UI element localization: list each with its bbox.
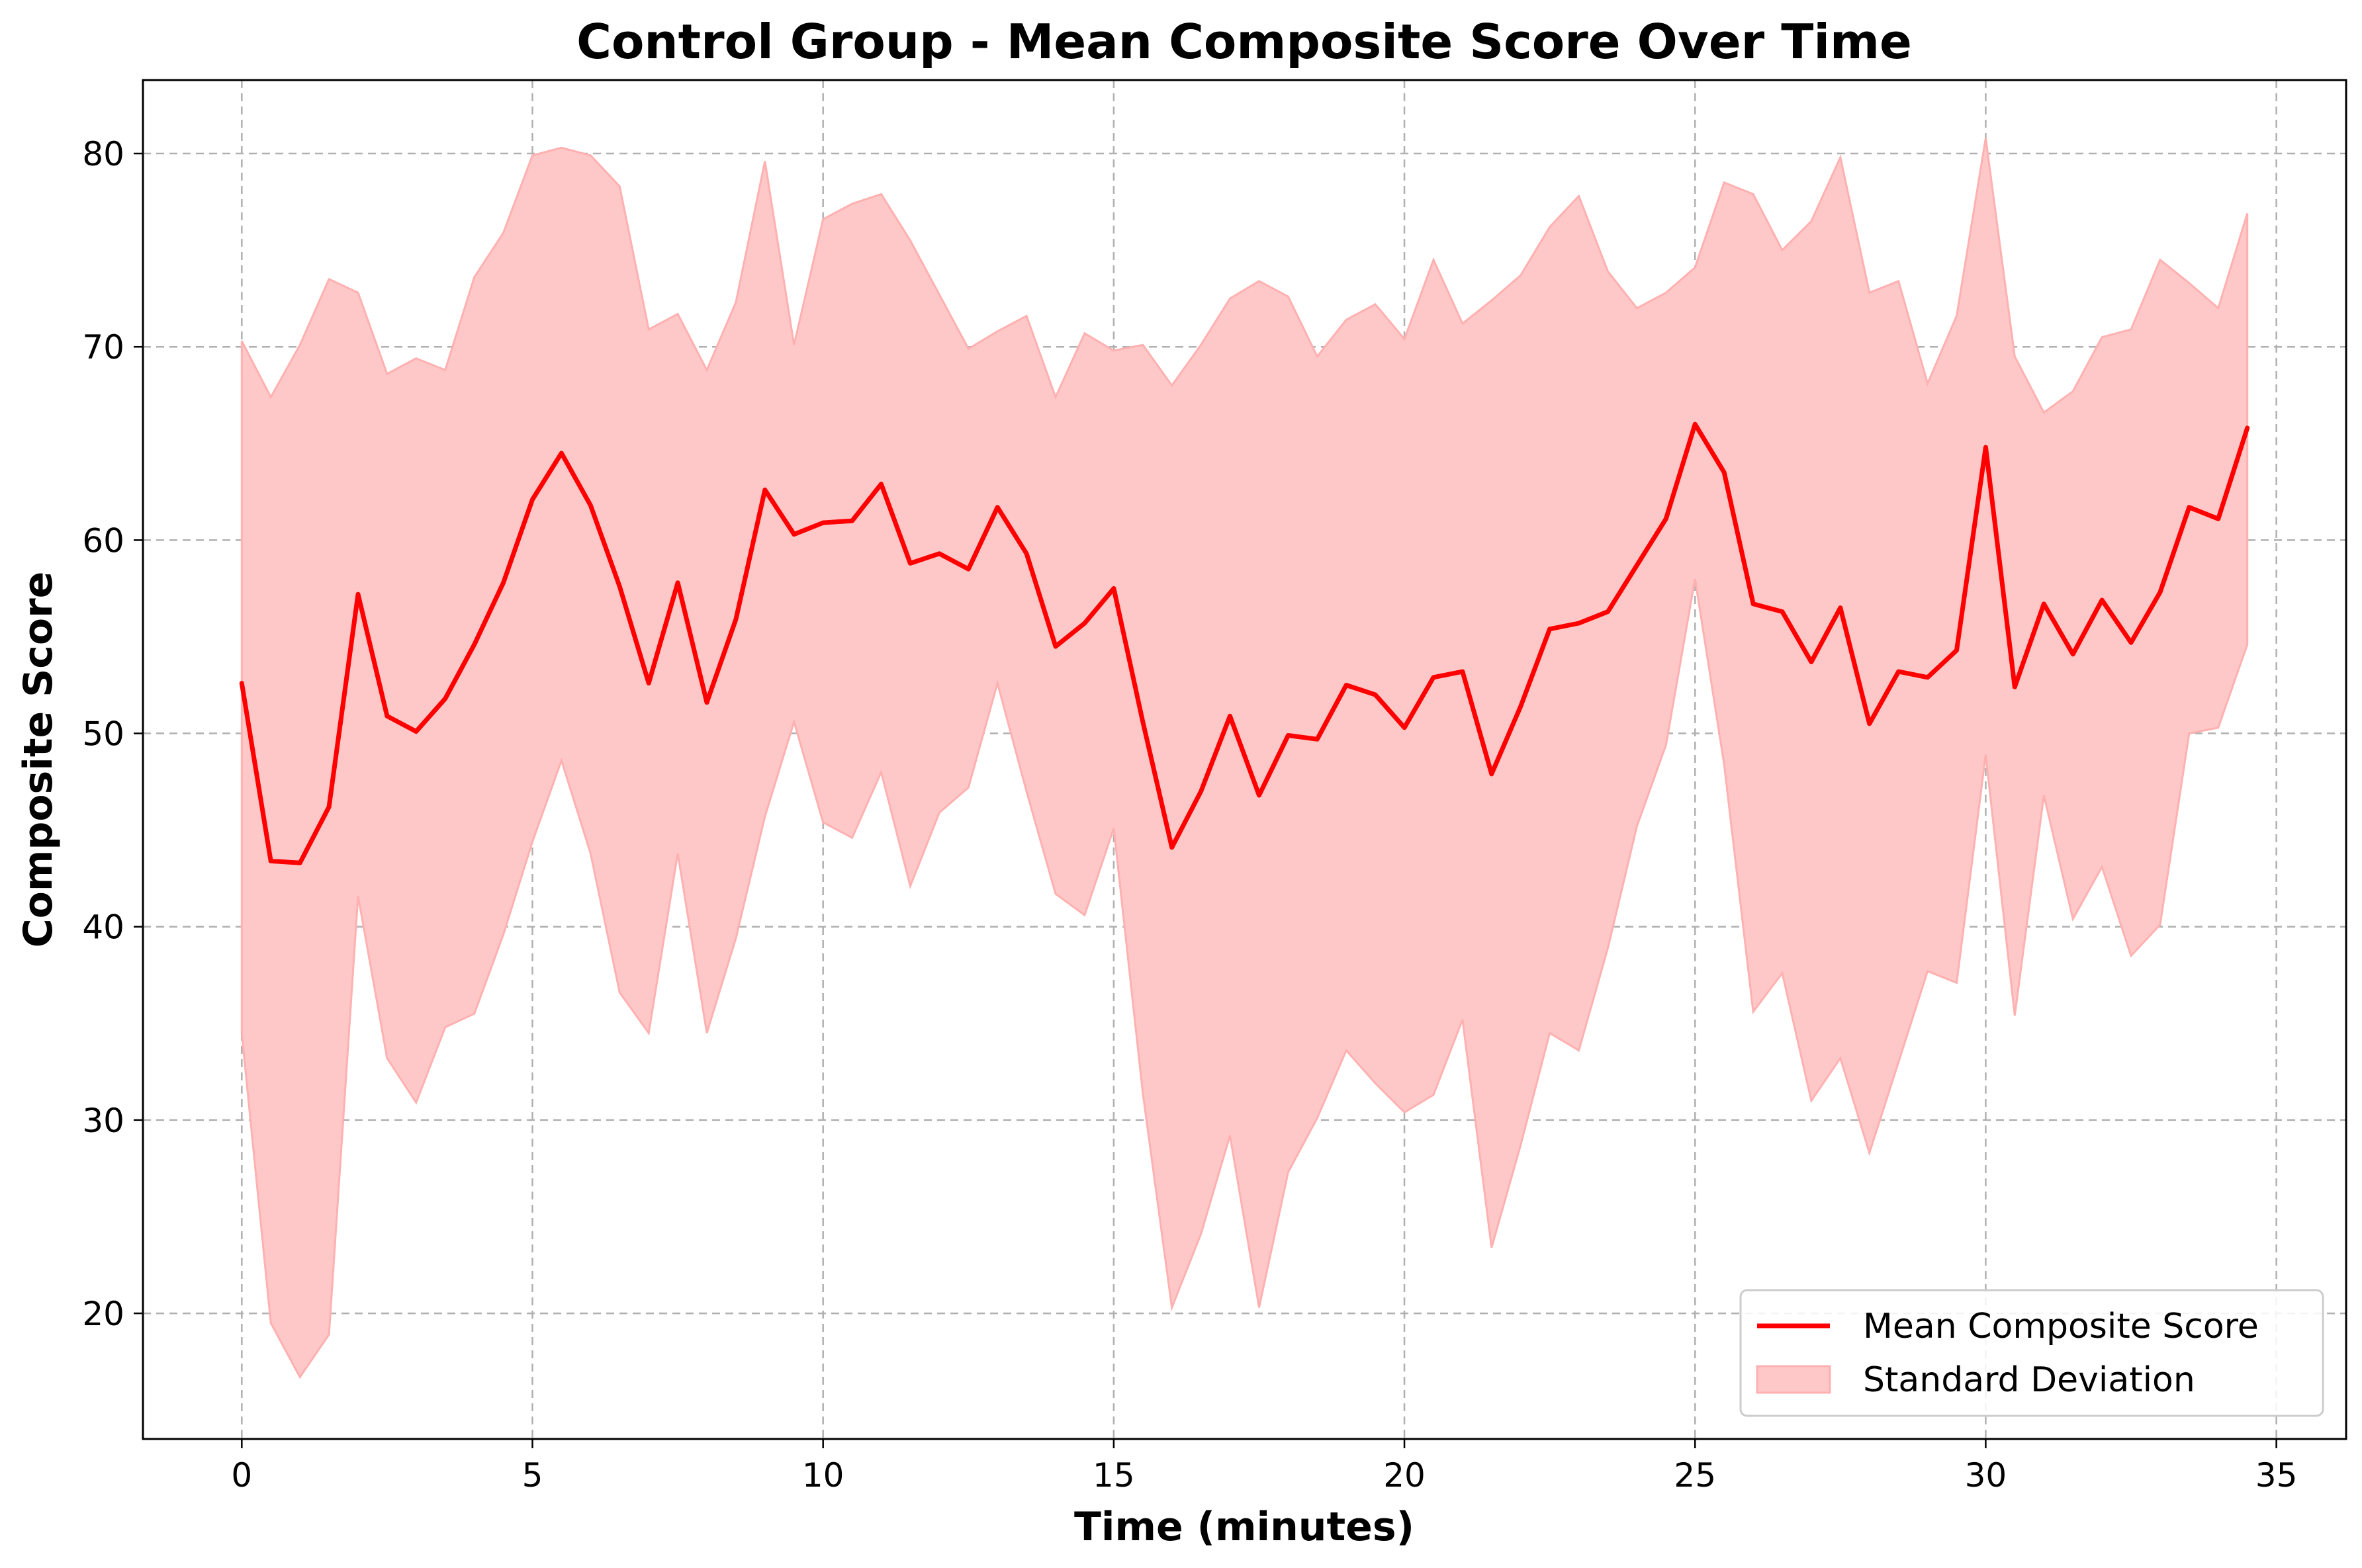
legend-std-band-swatch [1756,1365,1831,1394]
y-tick-label: 50 [82,715,124,754]
x-axis-ticks: 0 5 10 15 20 25 30 35 [231,1439,2297,1495]
x-tick-label: 10 [802,1456,844,1495]
mean-line-layer [239,421,2250,865]
x-tick-label: 15 [1093,1456,1135,1495]
y-tick-label: 20 [82,1295,124,1333]
y-tick-label: 80 [82,135,124,173]
plot-frame [142,79,2347,1440]
x-axis-label: Time (minutes) [1074,1504,1414,1550]
y-tick-label: 30 [82,1102,124,1140]
x-tick-label: 0 [231,1456,252,1495]
chart-title: Control Group - Mean Composite Score Ove… [576,14,1912,69]
y-tick-label: 40 [82,908,124,947]
legend-box [1739,1289,2324,1417]
legend-mean-line-label: Mean Composite Score [1863,1307,2259,1346]
y-axis-ticks: 20 30 40 50 60 70 80 [82,135,143,1333]
mean-composite-score-line [239,421,2250,865]
legend: Mean Composite Score Standard Deviation [1739,1289,2324,1417]
x-tick-label: 25 [1674,1456,1716,1495]
x-tick-label: 35 [2255,1456,2298,1495]
y-tick-label: 60 [82,521,124,560]
x-tick-label: 5 [522,1456,543,1495]
legend-std-band-label: Standard Deviation [1863,1360,2195,1400]
x-tick-label: 30 [1965,1456,2007,1495]
y-axis-label: Composite Score [15,572,62,948]
x-tick-label: 20 [1383,1456,1426,1495]
y-tick-label: 70 [82,328,124,367]
